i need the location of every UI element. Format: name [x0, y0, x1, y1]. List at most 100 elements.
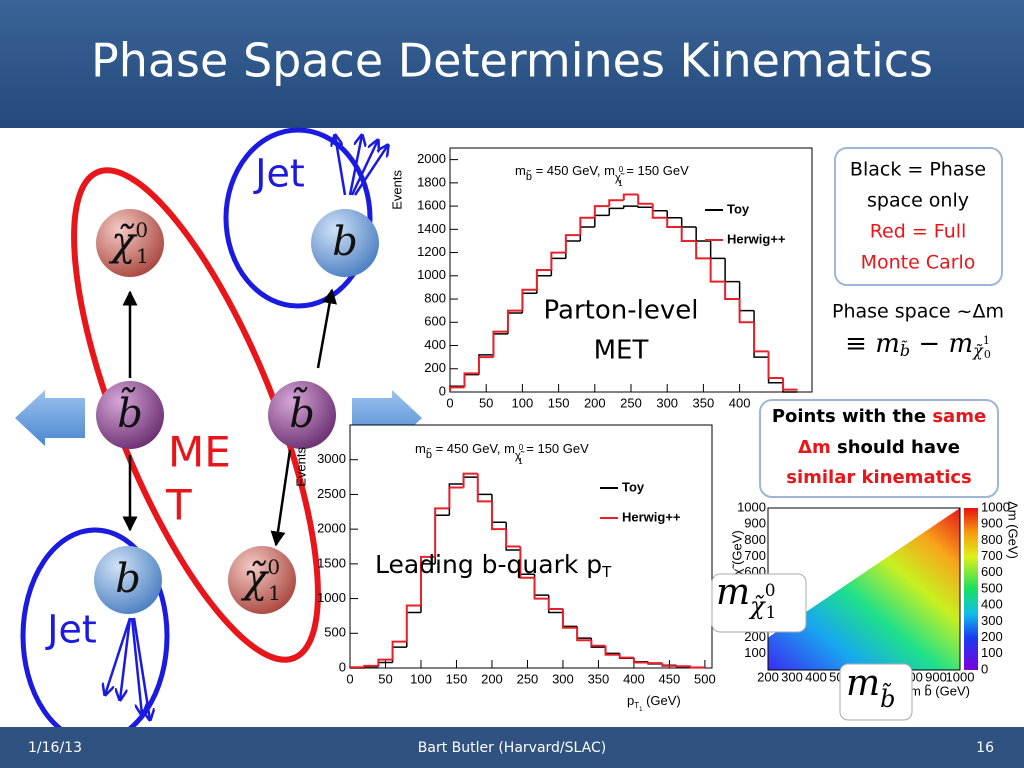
text-part: 1 [136, 244, 149, 268]
heatmap-tick: 700 [744, 548, 766, 563]
particle-label: χ̃0 1 [240, 555, 281, 605]
x-tick-label: 150 [446, 671, 468, 686]
text-part: χ̃ [515, 450, 525, 462]
text-part: Leading b-quark p [375, 550, 602, 579]
hist-step [533, 577, 549, 600]
heatmap-label: m b̃ (GeV) [910, 683, 970, 698]
jet-circle [223, 127, 373, 309]
text-part: 0 [135, 218, 148, 242]
text-part: should have [831, 437, 960, 458]
hist-step [666, 217, 682, 229]
heatmap-empty [768, 508, 960, 638]
hist-step [782, 378, 798, 391]
plot-caption: Leading b-quark pT [375, 550, 612, 581]
colorbar-tick: 100 [981, 645, 1003, 660]
y-tick-label: 2000 [417, 151, 446, 166]
x-tick-label: 400 [623, 671, 645, 686]
particle [96, 381, 164, 449]
text-part: m [515, 163, 526, 178]
jet-line [335, 135, 347, 196]
hist-step [476, 473, 492, 503]
hist-step [590, 640, 606, 647]
text-part: b̃ [526, 170, 532, 183]
note-box [834, 147, 1003, 286]
hist-step [377, 658, 393, 666]
x-tick-label: 300 [656, 395, 678, 410]
x-tick-label: 350 [588, 671, 610, 686]
footer-bar [0, 727, 1024, 768]
text-part: 0 [984, 348, 991, 361]
big-arrow [15, 390, 85, 446]
hist-step [449, 386, 465, 392]
hist-step [391, 640, 407, 660]
text-part: m [846, 663, 880, 704]
jet-label: Jet [45, 608, 97, 652]
jet-line [348, 135, 362, 196]
colorbar-tick: 0 [981, 661, 988, 676]
colorbar-tick: 300 [981, 613, 1003, 628]
particle [311, 209, 379, 277]
x-tick-label: 350 [693, 395, 715, 410]
hist-step [637, 194, 653, 205]
note-line: Red = Full [870, 221, 967, 243]
text-part: ≡ m [845, 329, 900, 359]
colorbar [964, 508, 978, 670]
hist-step [519, 546, 535, 579]
text-part: (GeV) [642, 693, 680, 708]
hist-step [363, 664, 379, 668]
hist-step [547, 598, 563, 610]
hist-step [561, 608, 578, 629]
jet-line [130, 617, 142, 715]
footer-page: 16 [976, 740, 994, 756]
text-part: χ̃ [108, 219, 138, 265]
hist-step [661, 663, 677, 667]
hist-step [434, 507, 450, 557]
note-line: space only [867, 190, 969, 212]
plot-frame [449, 147, 813, 393]
math-label: mb̃ [846, 663, 896, 713]
text-part: m [415, 441, 426, 456]
hist-step [463, 372, 479, 388]
note-line: similar kinematics [786, 467, 972, 488]
hist-step [477, 356, 494, 374]
note-line: Δm should have [798, 437, 960, 458]
jet-line [132, 617, 150, 720]
particle [96, 209, 164, 277]
y-tick-label: 2500 [317, 486, 346, 501]
heatmap-tick: 900 [925, 669, 947, 684]
x-tick-label: 50 [378, 671, 392, 686]
text-part: χ̃ [615, 172, 625, 184]
colorbar-tick: 800 [981, 532, 1003, 547]
note-line: Black = Phase [850, 159, 986, 181]
text-part: = 450 GeV, m [432, 441, 515, 456]
hist-step [753, 322, 769, 353]
y-tick-label: 1400 [417, 221, 446, 236]
hist-step [462, 472, 478, 488]
y-tick-label: 1800 [417, 174, 446, 189]
slide-title: Phase Space Determines Kinematics [91, 34, 933, 88]
colorbar-tick: 700 [981, 548, 1003, 563]
x-tick-label: 200 [481, 671, 503, 686]
text-part: = 150 GeV [523, 441, 589, 456]
footer-author: Bart Butler (Harvard/SLAC) [418, 740, 606, 756]
legend-label: Herwig++ [727, 231, 786, 246]
y-tick-label: 500 [324, 625, 346, 640]
x-axis-label: pT1 (GeV) [627, 693, 681, 712]
particle-label: b [115, 556, 141, 602]
y-axis-label: Events [293, 447, 308, 487]
text-part: b̃ [900, 339, 910, 359]
y-tick-label: 400 [424, 337, 446, 352]
met-label: ME [168, 428, 231, 477]
colorbar-tick: 200 [981, 629, 1003, 644]
hist-step [521, 288, 537, 311]
plot-frame [349, 424, 713, 669]
text-part: b [332, 219, 358, 265]
hist-step [608, 207, 624, 216]
hist-step [637, 206, 653, 209]
hist-step [651, 203, 668, 219]
hist-step [618, 654, 634, 659]
legend-label: Toy [622, 479, 645, 494]
hist-step [506, 309, 523, 332]
y-tick-label: 1000 [317, 590, 346, 605]
